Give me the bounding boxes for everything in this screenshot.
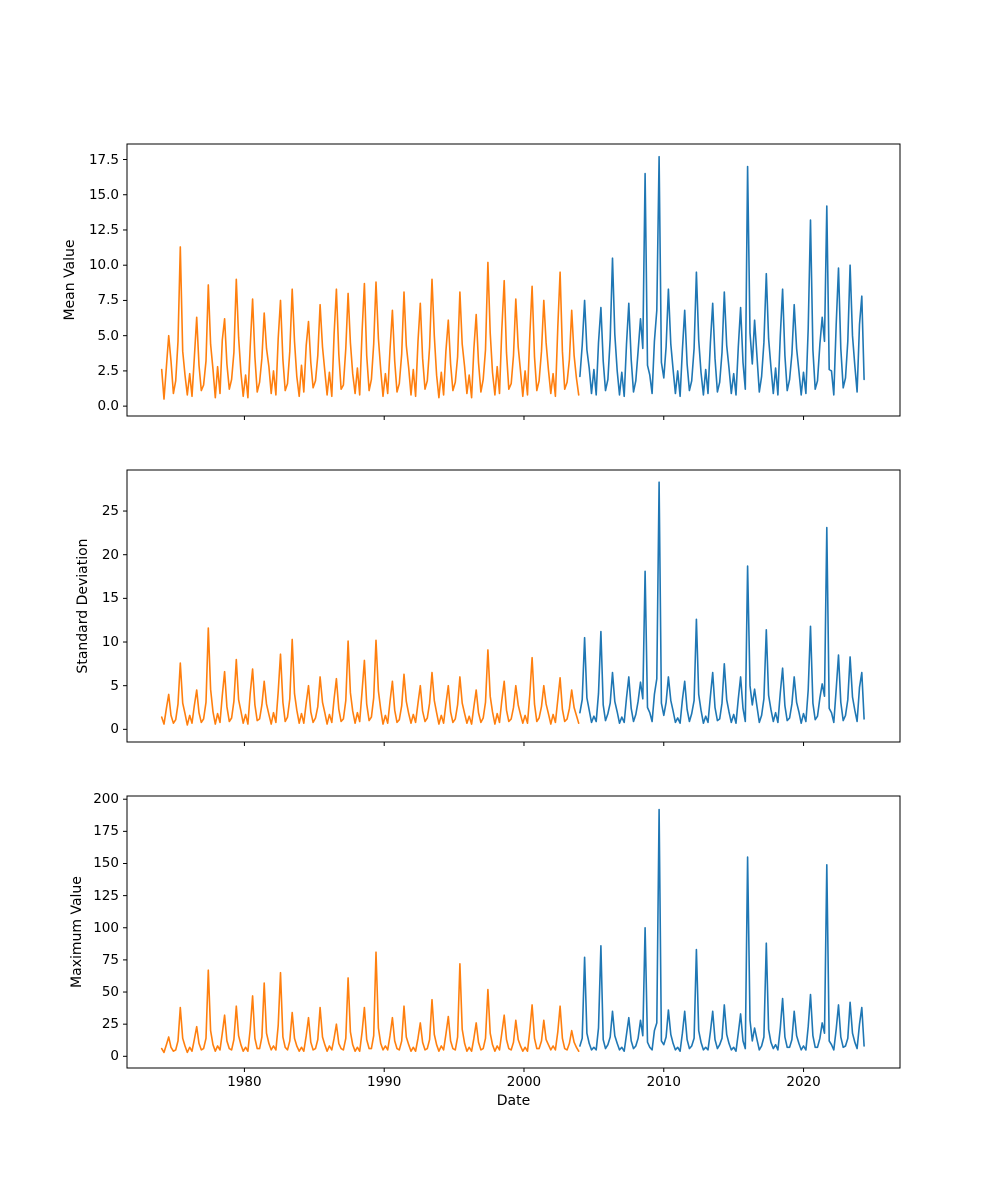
ytick-label: 12.5 [88,221,119,238]
ytick-label: 25 [101,1016,119,1033]
ytick-label: 175 [93,823,119,840]
xtick-label: 1990 [367,1074,402,1090]
axes-box-subplot-0 [126,143,901,417]
ytick-label: 2.5 [97,362,119,379]
ytick-label: 15 [101,590,119,607]
ytick-label: 50 [101,984,119,1001]
xtick-label: 2020 [786,1074,821,1090]
line-orange-series-pre-2004-subplot-1 [160,627,580,726]
line-blue-series-2004-onward-subplot-1 [579,481,865,725]
ytick-label: 25 [101,503,119,520]
ytick-label: 5.0 [97,327,119,344]
ytick-label: 125 [93,887,119,904]
ytick-label: 10.0 [88,257,119,274]
ytick-label: 200 [93,791,119,808]
ytick-label: 0 [110,721,119,738]
ytick-label: 15.0 [88,186,119,203]
ytick-label: 0.0 [97,398,119,415]
line-orange-series-pre-2004-subplot-2 [160,951,580,1054]
ytick-label: 20 [101,546,119,563]
ytick-label: 150 [93,855,119,872]
ytick-label: 100 [93,919,119,936]
ytick-label: 17.5 [88,151,119,168]
xtick-label: 2010 [646,1074,681,1090]
axes-box-subplot-1 [126,469,901,743]
xtick-label: 1980 [227,1074,262,1090]
xtick-label: 2000 [506,1074,542,1090]
ytick-label: 75 [101,951,119,968]
line-blue-series-2004-onward-subplot-2 [579,808,865,1052]
ytick-label: 5 [110,677,119,694]
line-orange-series-pre-2004-subplot-0 [160,246,580,400]
ytick-label: 7.5 [97,292,119,309]
xlabel-date: Date [496,1093,531,1109]
ytick-label: 10 [101,634,119,651]
line-blue-series-2004-onward-subplot-0 [579,155,865,398]
axes-box-subplot-2 [126,795,901,1069]
ytick-label: 0 [110,1048,119,1065]
